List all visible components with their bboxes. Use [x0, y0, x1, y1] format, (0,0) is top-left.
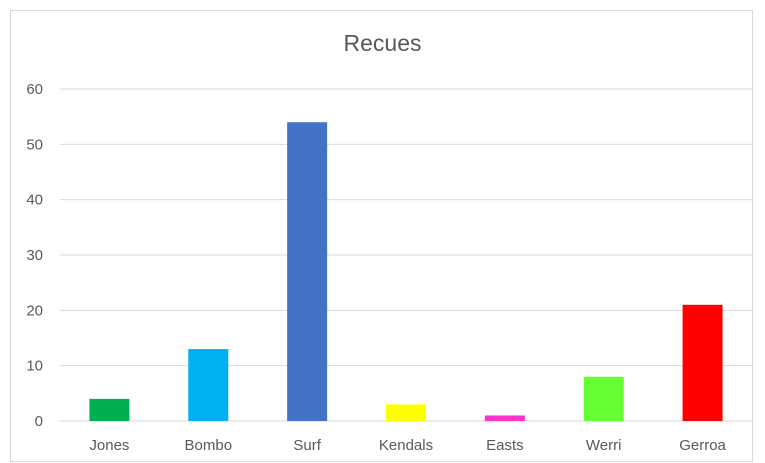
x-category-label: Easts	[486, 437, 524, 454]
x-category-label: Gerroa	[679, 437, 726, 454]
bar-surf	[287, 122, 328, 421]
x-category-label: Surf	[293, 437, 321, 454]
bar-easts	[484, 415, 525, 421]
bar-kendals	[386, 404, 426, 421]
x-category-label: Kendals	[379, 437, 433, 454]
bar-bombo	[188, 349, 229, 421]
x-axis-category-labels: Jones Bombo Surf Kendals Easts Werri Gerroa	[89, 437, 726, 454]
y-tick-label: 0	[35, 413, 43, 430]
chart-title: Recues	[343, 30, 422, 56]
bars	[89, 122, 723, 421]
y-tick-label: 30	[26, 247, 43, 264]
x-category-label: Werri	[586, 437, 622, 454]
x-category-label: Bombo	[185, 437, 233, 454]
y-tick-label: 50	[26, 136, 43, 153]
bar-gerroa	[682, 304, 723, 421]
y-tick-label: 20	[26, 302, 43, 319]
gridlines	[60, 88, 752, 422]
y-tick-label: 40	[26, 192, 43, 209]
chart-frame	[10, 10, 753, 462]
y-axis-tick-labels: 0 10 20 30 40 50 60	[26, 81, 43, 430]
x-category-label: Jones	[89, 437, 129, 454]
y-tick-label: 10	[26, 358, 43, 375]
bar-jones	[89, 398, 130, 421]
bar-werri	[583, 376, 624, 421]
y-tick-label: 60	[26, 81, 43, 98]
